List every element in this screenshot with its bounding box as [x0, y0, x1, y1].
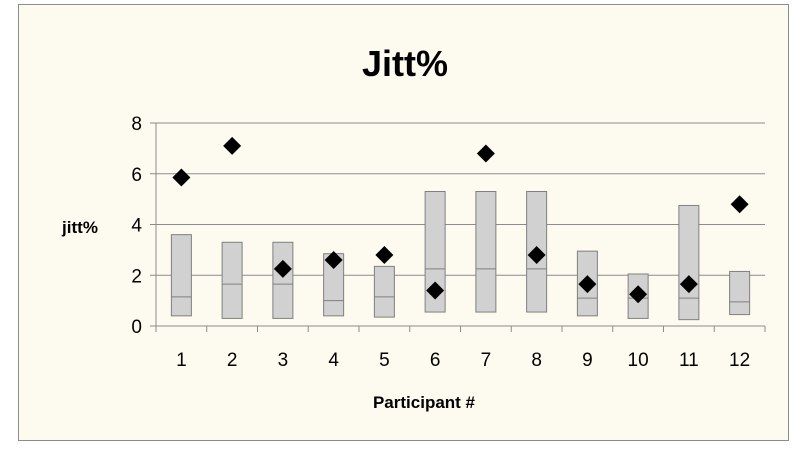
x-axis-label: Participant # — [373, 393, 476, 412]
y-tick-label: 8 — [131, 114, 142, 135]
range-box — [678, 204, 700, 321]
y-tick-labels: 0 2 4 6 8 — [131, 114, 142, 338]
data-markers — [172, 136, 749, 304]
x-tick-label: 5 — [379, 350, 390, 371]
data-point-marker — [426, 281, 445, 300]
x-tick-label: 12 — [729, 350, 750, 371]
range-box — [475, 191, 497, 313]
data-point-marker — [324, 251, 343, 270]
data-point-marker — [527, 245, 546, 264]
x-tick-label: 3 — [278, 350, 289, 371]
range-box — [272, 241, 294, 319]
range-box — [729, 270, 751, 316]
chart-title: Jitt% — [362, 43, 448, 84]
range-boxes — [170, 191, 751, 321]
data-point-marker — [629, 285, 648, 304]
data-point-marker — [273, 259, 292, 278]
y-tick-label: 0 — [131, 317, 142, 338]
data-point-marker — [578, 275, 597, 294]
y-tick-label: 6 — [131, 165, 142, 186]
data-point-marker — [172, 168, 191, 187]
x-tick-label: 4 — [328, 350, 339, 371]
x-tick-label: 6 — [430, 350, 441, 371]
range-box — [373, 265, 395, 318]
x-tick-label: 7 — [481, 350, 492, 371]
data-point-marker — [679, 275, 698, 294]
data-point-marker — [730, 195, 749, 214]
range-box — [424, 191, 446, 313]
x-tick-label: 9 — [582, 350, 593, 371]
gridlines — [156, 122, 765, 276]
range-box — [170, 234, 192, 317]
x-tick-label: 8 — [531, 350, 542, 371]
y-axis-label: jitt% — [61, 218, 98, 237]
x-tick-label: 1 — [176, 350, 187, 371]
x-tick-label: 2 — [227, 350, 238, 371]
x-tick-label: 11 — [679, 350, 699, 371]
data-point-marker — [476, 144, 495, 163]
x-tick-label: 10 — [628, 350, 649, 371]
data-point-marker — [223, 136, 242, 155]
axes — [150, 122, 766, 332]
y-tick-label: 4 — [131, 216, 142, 237]
y-tick-label: 2 — [131, 266, 142, 287]
x-tick-labels: 1 2 3 4 5 6 7 8 9 10 11 12 — [176, 350, 750, 371]
range-box — [221, 241, 243, 319]
data-point-marker — [375, 245, 394, 264]
